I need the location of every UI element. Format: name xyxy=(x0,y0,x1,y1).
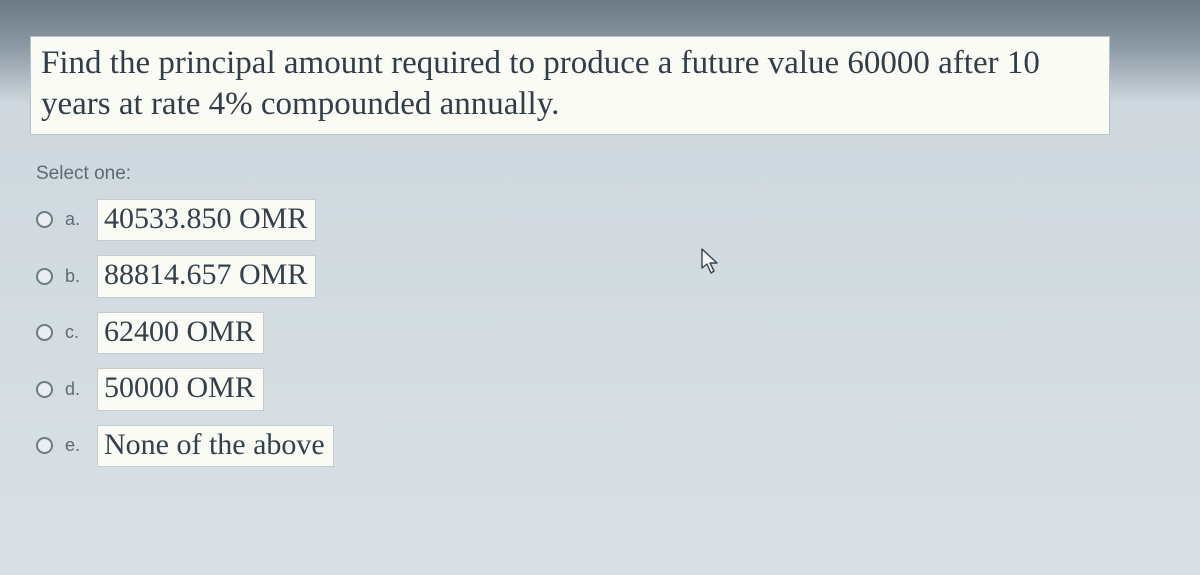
option-a-box: 40533.850 OMR xyxy=(97,199,316,242)
option-d-radio[interactable] xyxy=(36,381,53,398)
option-b-letter: b. xyxy=(65,266,85,287)
option-e-text: None of the above xyxy=(104,428,325,461)
option-d-text: 50000 OMR xyxy=(104,371,255,404)
option-e-box: None of the above xyxy=(97,425,334,468)
option-b-text: 88814.657 OMR xyxy=(104,258,307,291)
option-c[interactable]: c. 62400 OMR xyxy=(36,312,1170,355)
option-e[interactable]: e. None of the above xyxy=(36,425,1170,468)
option-c-text: 62400 OMR xyxy=(104,315,255,348)
option-d-box: 50000 OMR xyxy=(97,368,264,411)
option-e-radio[interactable] xyxy=(36,437,53,454)
option-d[interactable]: d. 50000 OMR xyxy=(36,368,1170,411)
option-a-radio[interactable] xyxy=(36,211,53,228)
select-one-label: Select one: xyxy=(36,163,1170,185)
option-c-box: 62400 OMR xyxy=(97,312,264,355)
option-a[interactable]: a. 40533.850 OMR xyxy=(36,199,1170,242)
question-box: Find the principal amount required to pr… xyxy=(30,36,1110,135)
question-text: Find the principal amount required to pr… xyxy=(41,43,1099,126)
option-b-radio[interactable] xyxy=(36,268,53,285)
option-b[interactable]: b. 88814.657 OMR xyxy=(36,255,1170,298)
option-a-text: 40533.850 OMR xyxy=(104,202,307,235)
option-a-letter: a. xyxy=(65,209,85,230)
options-list: a. 40533.850 OMR b. 88814.657 OMR c. 624… xyxy=(36,199,1170,468)
option-c-letter: c. xyxy=(65,322,85,343)
option-c-radio[interactable] xyxy=(36,324,53,341)
option-b-box: 88814.657 OMR xyxy=(97,255,316,298)
option-d-letter: d. xyxy=(65,379,85,400)
option-e-letter: e. xyxy=(65,435,85,456)
